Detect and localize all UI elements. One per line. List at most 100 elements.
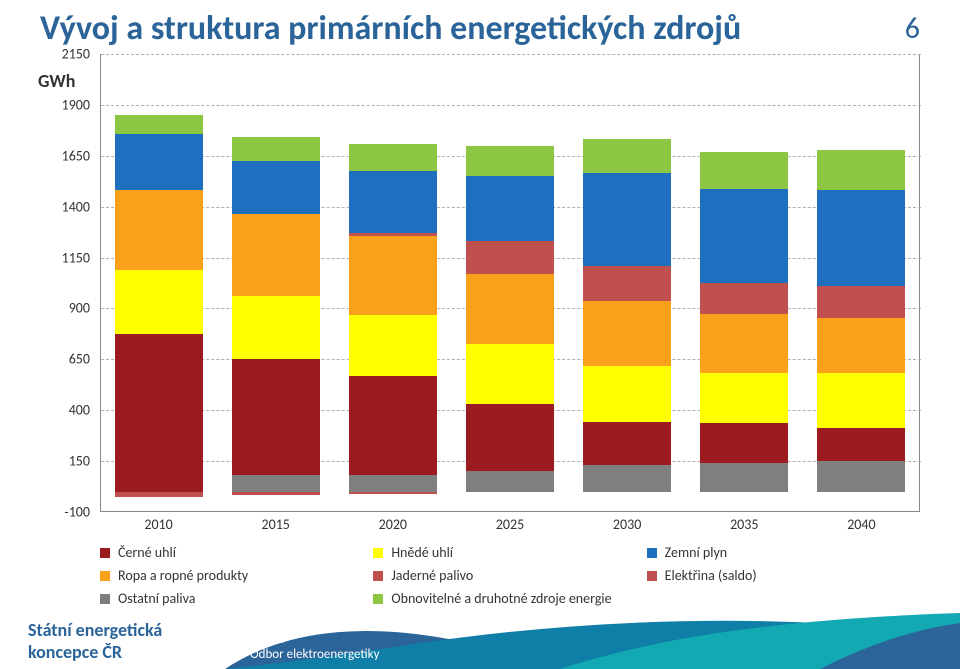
bar-segment bbox=[349, 492, 437, 494]
y-tick-label: 1650 bbox=[62, 147, 90, 164]
x-tick-label: 2015 bbox=[232, 516, 320, 533]
y-tick-label: 900 bbox=[69, 300, 90, 317]
legend-label: Zemní plyn bbox=[665, 544, 728, 561]
footer-author: Ing. Ladislav Havel ředitel Odbor elektr… bbox=[250, 618, 379, 663]
y-tick-label: -100 bbox=[64, 504, 90, 521]
legend-label: Ostatní paliva bbox=[118, 590, 195, 607]
legend-swatch bbox=[100, 594, 110, 604]
bar-segment bbox=[700, 189, 788, 283]
y-tick-label: 400 bbox=[69, 402, 90, 419]
bar-segment bbox=[466, 471, 554, 491]
bar-segment bbox=[700, 463, 788, 491]
legend-item: Zemní plyn bbox=[647, 544, 920, 561]
bar-segment bbox=[115, 492, 203, 497]
legend-label: Hnědé uhlí bbox=[391, 544, 453, 561]
bar-column bbox=[583, 54, 671, 512]
x-axis-labels: 2010201520202025203020352040 bbox=[100, 516, 920, 533]
bar-segment bbox=[817, 428, 905, 462]
bar-column bbox=[232, 54, 320, 512]
bar-segment bbox=[466, 241, 554, 274]
y-tick-label: 150 bbox=[69, 453, 90, 470]
x-tick-label: 2025 bbox=[466, 516, 554, 533]
legend-item: Elektřina (saldo) bbox=[647, 567, 920, 584]
legend-label: Obnovitelné a druhotné zdroje energie bbox=[391, 590, 611, 607]
bar-segment bbox=[817, 461, 905, 492]
legend-item: Ostatní paliva bbox=[100, 590, 373, 607]
x-tick-label: 2030 bbox=[583, 516, 671, 533]
bar-segment bbox=[466, 146, 554, 177]
footer-title-line2: koncepce ČR bbox=[28, 641, 162, 663]
legend-item: Hnědé uhlí bbox=[373, 544, 646, 561]
y-tick-label: 1150 bbox=[62, 249, 90, 266]
bar-column bbox=[115, 54, 203, 512]
footer-title: Státní energetická koncepce ČR bbox=[28, 619, 162, 663]
legend-swatch bbox=[647, 571, 657, 581]
bar-column bbox=[817, 54, 905, 512]
legend: Černé uhlí Hnědé uhlí Zemní plyn Ropa a rop… bbox=[100, 544, 920, 607]
legend-swatch bbox=[373, 548, 383, 558]
bar-segment bbox=[817, 190, 905, 286]
chart-title: Vývoj a struktura primárních energetický… bbox=[40, 8, 741, 49]
bar-column bbox=[700, 54, 788, 512]
bar-segment bbox=[349, 233, 437, 236]
bar-segment bbox=[349, 171, 437, 233]
legend-item: Obnovitelné a druhotné zdroje energie bbox=[373, 590, 646, 607]
plot-area bbox=[100, 54, 920, 512]
legend-item: Ropa a ropné produkty bbox=[100, 567, 373, 584]
legend-swatch bbox=[373, 594, 383, 604]
legend-label: Elektřina (saldo) bbox=[665, 567, 757, 584]
bar-segment bbox=[700, 314, 788, 373]
legend-swatch bbox=[647, 548, 657, 558]
bar-segment bbox=[583, 465, 671, 491]
bar-segment bbox=[583, 366, 671, 422]
y-tick-label: 1900 bbox=[62, 96, 90, 113]
bar-segment bbox=[232, 475, 320, 491]
x-tick-label: 2040 bbox=[817, 516, 905, 533]
bar-segment bbox=[583, 173, 671, 266]
bar-segment bbox=[115, 334, 203, 492]
bar-segment bbox=[349, 315, 437, 376]
bar-segment bbox=[232, 137, 320, 160]
bar-segment bbox=[232, 492, 320, 495]
bar-segment bbox=[466, 344, 554, 404]
footer-author-role: ředitel bbox=[250, 633, 379, 648]
bar-segment bbox=[817, 286, 905, 318]
bar-column bbox=[349, 54, 437, 512]
footer-author-dept: Odbor elektroenergetiky bbox=[250, 648, 379, 663]
footer: Státní energetická koncepce ČR Ing. Ladi… bbox=[0, 613, 960, 669]
bar-segment bbox=[349, 236, 437, 314]
page-number: 6 bbox=[905, 10, 920, 47]
x-tick-label: 2010 bbox=[115, 516, 203, 533]
bar-segment bbox=[817, 150, 905, 191]
bar-segment bbox=[115, 134, 203, 190]
bar-segment bbox=[115, 190, 203, 269]
bar-segment bbox=[466, 404, 554, 471]
legend-swatch bbox=[100, 571, 110, 581]
x-tick-label: 2020 bbox=[349, 516, 437, 533]
bar-column bbox=[466, 54, 554, 512]
y-tick-label: 1400 bbox=[62, 198, 90, 215]
bar-segment bbox=[232, 214, 320, 296]
bar-segment bbox=[466, 176, 554, 241]
bar-segment bbox=[583, 422, 671, 465]
y-tick-label: 650 bbox=[69, 351, 90, 368]
legend-swatch bbox=[100, 548, 110, 558]
footer-title-line1: Státní energetická bbox=[28, 619, 162, 641]
bar-segment bbox=[115, 115, 203, 134]
bar-segment bbox=[232, 161, 320, 214]
legend-label: Ropa a ropné produkty bbox=[118, 567, 248, 584]
bar-segment bbox=[349, 475, 437, 491]
bar-segment bbox=[700, 152, 788, 190]
bar-segment bbox=[700, 373, 788, 424]
legend-item: Jaderné palivo bbox=[373, 567, 646, 584]
bar-segment bbox=[466, 274, 554, 344]
bar-segment bbox=[115, 270, 203, 334]
bar-segment bbox=[583, 139, 671, 173]
bar-segment bbox=[349, 376, 437, 476]
legend-item: Černé uhlí bbox=[100, 544, 373, 561]
bar-segment bbox=[817, 318, 905, 373]
y-axis-labels: -10015040065090011501400165019002150 bbox=[40, 54, 90, 512]
legend-swatch bbox=[373, 571, 383, 581]
bar-segment bbox=[583, 301, 671, 366]
legend-label: Jaderné palivo bbox=[391, 567, 473, 584]
